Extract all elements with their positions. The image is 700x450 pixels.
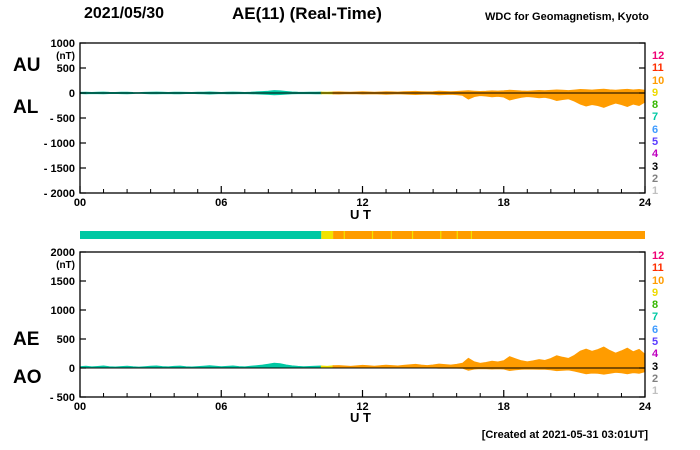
y-tick-label: 0 xyxy=(69,363,75,375)
x-tick-label: 24 xyxy=(639,401,652,413)
station-count-9: 9 xyxy=(652,286,659,299)
station-colorbar-segment xyxy=(321,231,334,239)
y-tick-label: 2000 xyxy=(51,247,75,259)
y-tick-label: - 1500 xyxy=(44,163,75,175)
station-count-legend-bottom: 12 11 10 9 8 7 6 5 4 3 2 1 xyxy=(652,250,664,398)
station-count-9: 9 xyxy=(652,86,659,99)
station-count-7: 7 xyxy=(652,311,659,324)
station-colorbar-tick xyxy=(440,231,442,239)
y-tick-label: 500 xyxy=(57,334,75,346)
station-colorbar-tick xyxy=(371,231,374,239)
x-tick-label: 00 xyxy=(74,197,86,209)
station-count-10: 10 xyxy=(652,274,665,287)
ae-ao-trace xyxy=(332,346,646,375)
x-tick-label: 06 xyxy=(215,197,227,209)
x-tick-label: 12 xyxy=(356,401,368,413)
station-count-6: 6 xyxy=(652,123,659,136)
plot-title: AE(11) (Real-Time) xyxy=(232,4,382,23)
y-tick-label: 1000 xyxy=(51,305,75,317)
x-tick-label: 00 xyxy=(74,401,86,413)
plot-border xyxy=(79,251,646,398)
y-axis-unit: (nT) xyxy=(56,51,75,62)
station-count-3: 3 xyxy=(652,360,659,373)
credit-label: WDC for Geomagnetism, Kyoto xyxy=(485,11,649,23)
station-count-8: 8 xyxy=(652,299,659,312)
station-count-2: 2 xyxy=(652,172,659,185)
ut-axis-label-bottom: U T xyxy=(350,410,371,425)
station-count-11: 11 xyxy=(652,62,664,75)
x-tick-label: 24 xyxy=(639,197,652,209)
y-tick-label: - 1000 xyxy=(44,138,75,150)
station-count-12: 12 xyxy=(652,250,665,262)
y-tick-label: 1500 xyxy=(51,276,75,288)
station-colorbar-tick xyxy=(390,231,392,239)
station-count-1: 1 xyxy=(652,385,659,398)
station-count-4: 4 xyxy=(652,148,659,161)
station-count-6: 6 xyxy=(652,323,659,336)
x-tick-label: 06 xyxy=(215,401,227,413)
x-tick-label: 12 xyxy=(356,197,368,209)
station-colorbar-tick xyxy=(411,231,414,239)
station-colorbar-tick xyxy=(343,231,345,239)
station-count-12: 12 xyxy=(652,50,665,62)
y-tick-label: 1000 xyxy=(51,38,75,50)
ao-axis-label: AO xyxy=(13,367,42,388)
station-count-11: 11 xyxy=(652,262,664,275)
au-axis-label: AU xyxy=(13,55,41,76)
station-count-10: 10 xyxy=(652,74,665,87)
y-tick-label: - 500 xyxy=(50,392,75,404)
y-tick-label: 500 xyxy=(57,63,75,75)
station-count-2: 2 xyxy=(652,372,659,385)
ut-axis-label-top: U T xyxy=(350,207,371,222)
station-count-4: 4 xyxy=(652,348,659,361)
station-count-5: 5 xyxy=(652,136,659,149)
y-tick-label: - 500 xyxy=(50,113,75,125)
y-tick-label: - 2000 xyxy=(44,188,75,200)
ae-ao-trace xyxy=(79,362,322,369)
station-count-1: 1 xyxy=(652,185,659,198)
y-axis-unit: (nT) xyxy=(56,260,75,271)
station-count-3: 3 xyxy=(652,160,659,173)
station-count-5: 5 xyxy=(652,336,659,349)
x-tick-label: 18 xyxy=(498,401,510,413)
station-count-8: 8 xyxy=(652,99,659,112)
y-tick-label: 0 xyxy=(69,88,75,100)
station-colorbar-segment xyxy=(333,231,645,239)
ae-axis-label: AE xyxy=(13,329,40,350)
station-count-7: 7 xyxy=(652,111,659,124)
station-colorbar-segment xyxy=(80,231,322,239)
plot-date: 2021/05/30 xyxy=(84,5,165,22)
station-colorbar-tick xyxy=(470,231,472,239)
plot-border xyxy=(79,42,646,194)
au-al-trace xyxy=(332,88,646,108)
x-tick-label: 18 xyxy=(498,197,510,209)
created-timestamp: [Created at 2021-05-31 03:01UT] xyxy=(481,429,648,441)
station-count-legend-top: 12 11 10 9 8 7 6 5 4 3 2 1 xyxy=(652,50,664,198)
al-axis-label: AL xyxy=(13,97,39,118)
station-colorbar-tick xyxy=(456,231,458,239)
